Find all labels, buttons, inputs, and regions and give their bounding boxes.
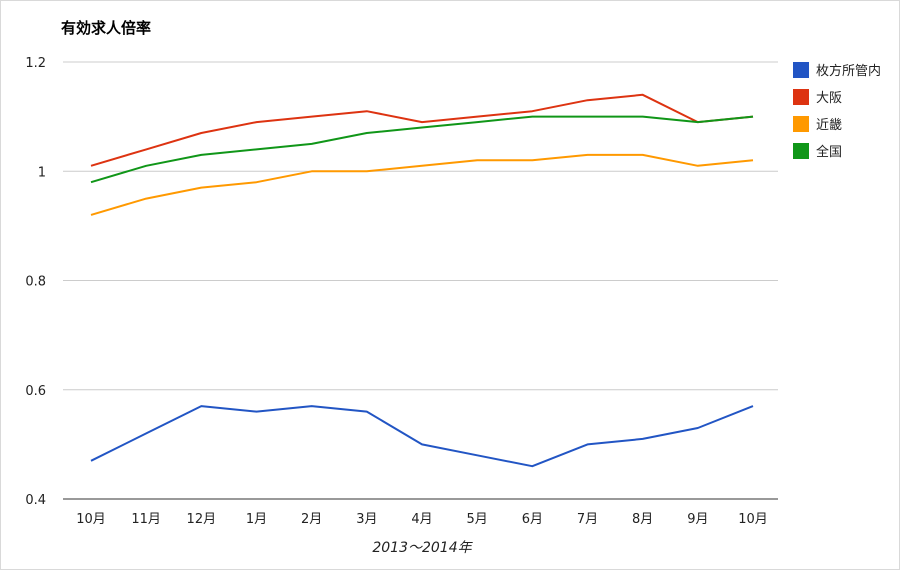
legend-swatch xyxy=(793,61,809,78)
legend-item: 全国 xyxy=(793,142,881,160)
legend-label: 枚方所管内 xyxy=(816,64,882,79)
legend-item: 枚方所管内 xyxy=(793,61,882,79)
series-line xyxy=(90,115,754,184)
gridlines xyxy=(63,61,778,391)
x-tick-label: 2月 xyxy=(301,512,322,527)
y-tick-label: 0.8 xyxy=(25,275,46,290)
x-tick-label: 10月 xyxy=(76,512,106,527)
series-line xyxy=(90,405,754,468)
y-tick-label: 0.6 xyxy=(25,384,46,399)
legend-label: 大阪 xyxy=(816,91,843,106)
series-line xyxy=(90,153,754,216)
y-tick-label: 1.2 xyxy=(25,56,46,71)
x-tick-label: 6月 xyxy=(522,512,543,527)
y-tick-label: 0.4 xyxy=(25,493,46,508)
x-tick-label: 12月 xyxy=(187,512,217,527)
x-tick-label: 10月 xyxy=(738,512,768,527)
chart-title: 有効求人倍率 xyxy=(61,19,152,37)
legend: 枚方所管内 大阪 近畿 全国 xyxy=(793,61,881,169)
x-axis-ticks: 10月 11月 12月 1月 2月 3月 4月 5月 6月 7月 8月 9月 10月 xyxy=(76,512,768,527)
x-axis-label: 2013〜2014年 xyxy=(372,540,473,556)
x-tick-label: 11月 xyxy=(131,512,161,527)
y-axis-ticks: 0.4 0.6 0.8 1 1.2 xyxy=(25,56,46,508)
x-tick-label: 8月 xyxy=(632,512,653,527)
x-tick-label: 7月 xyxy=(577,512,598,527)
series-line xyxy=(90,93,754,167)
x-tick-label: 9月 xyxy=(687,512,708,527)
legend-item: 大阪 xyxy=(793,88,881,106)
legend-swatch xyxy=(793,88,809,105)
legend-swatch xyxy=(793,115,809,132)
series-lines xyxy=(90,93,754,468)
legend-item: 近畿 xyxy=(793,115,881,133)
x-tick-label: 5月 xyxy=(467,512,488,527)
legend-label: 全国 xyxy=(816,145,843,160)
x-tick-label: 3月 xyxy=(356,512,377,527)
x-tick-label: 4月 xyxy=(411,512,432,527)
x-tick-label: 1月 xyxy=(246,512,267,527)
legend-swatch xyxy=(793,142,809,159)
y-tick-label: 1 xyxy=(38,165,46,180)
legend-label: 近畿 xyxy=(816,118,843,133)
